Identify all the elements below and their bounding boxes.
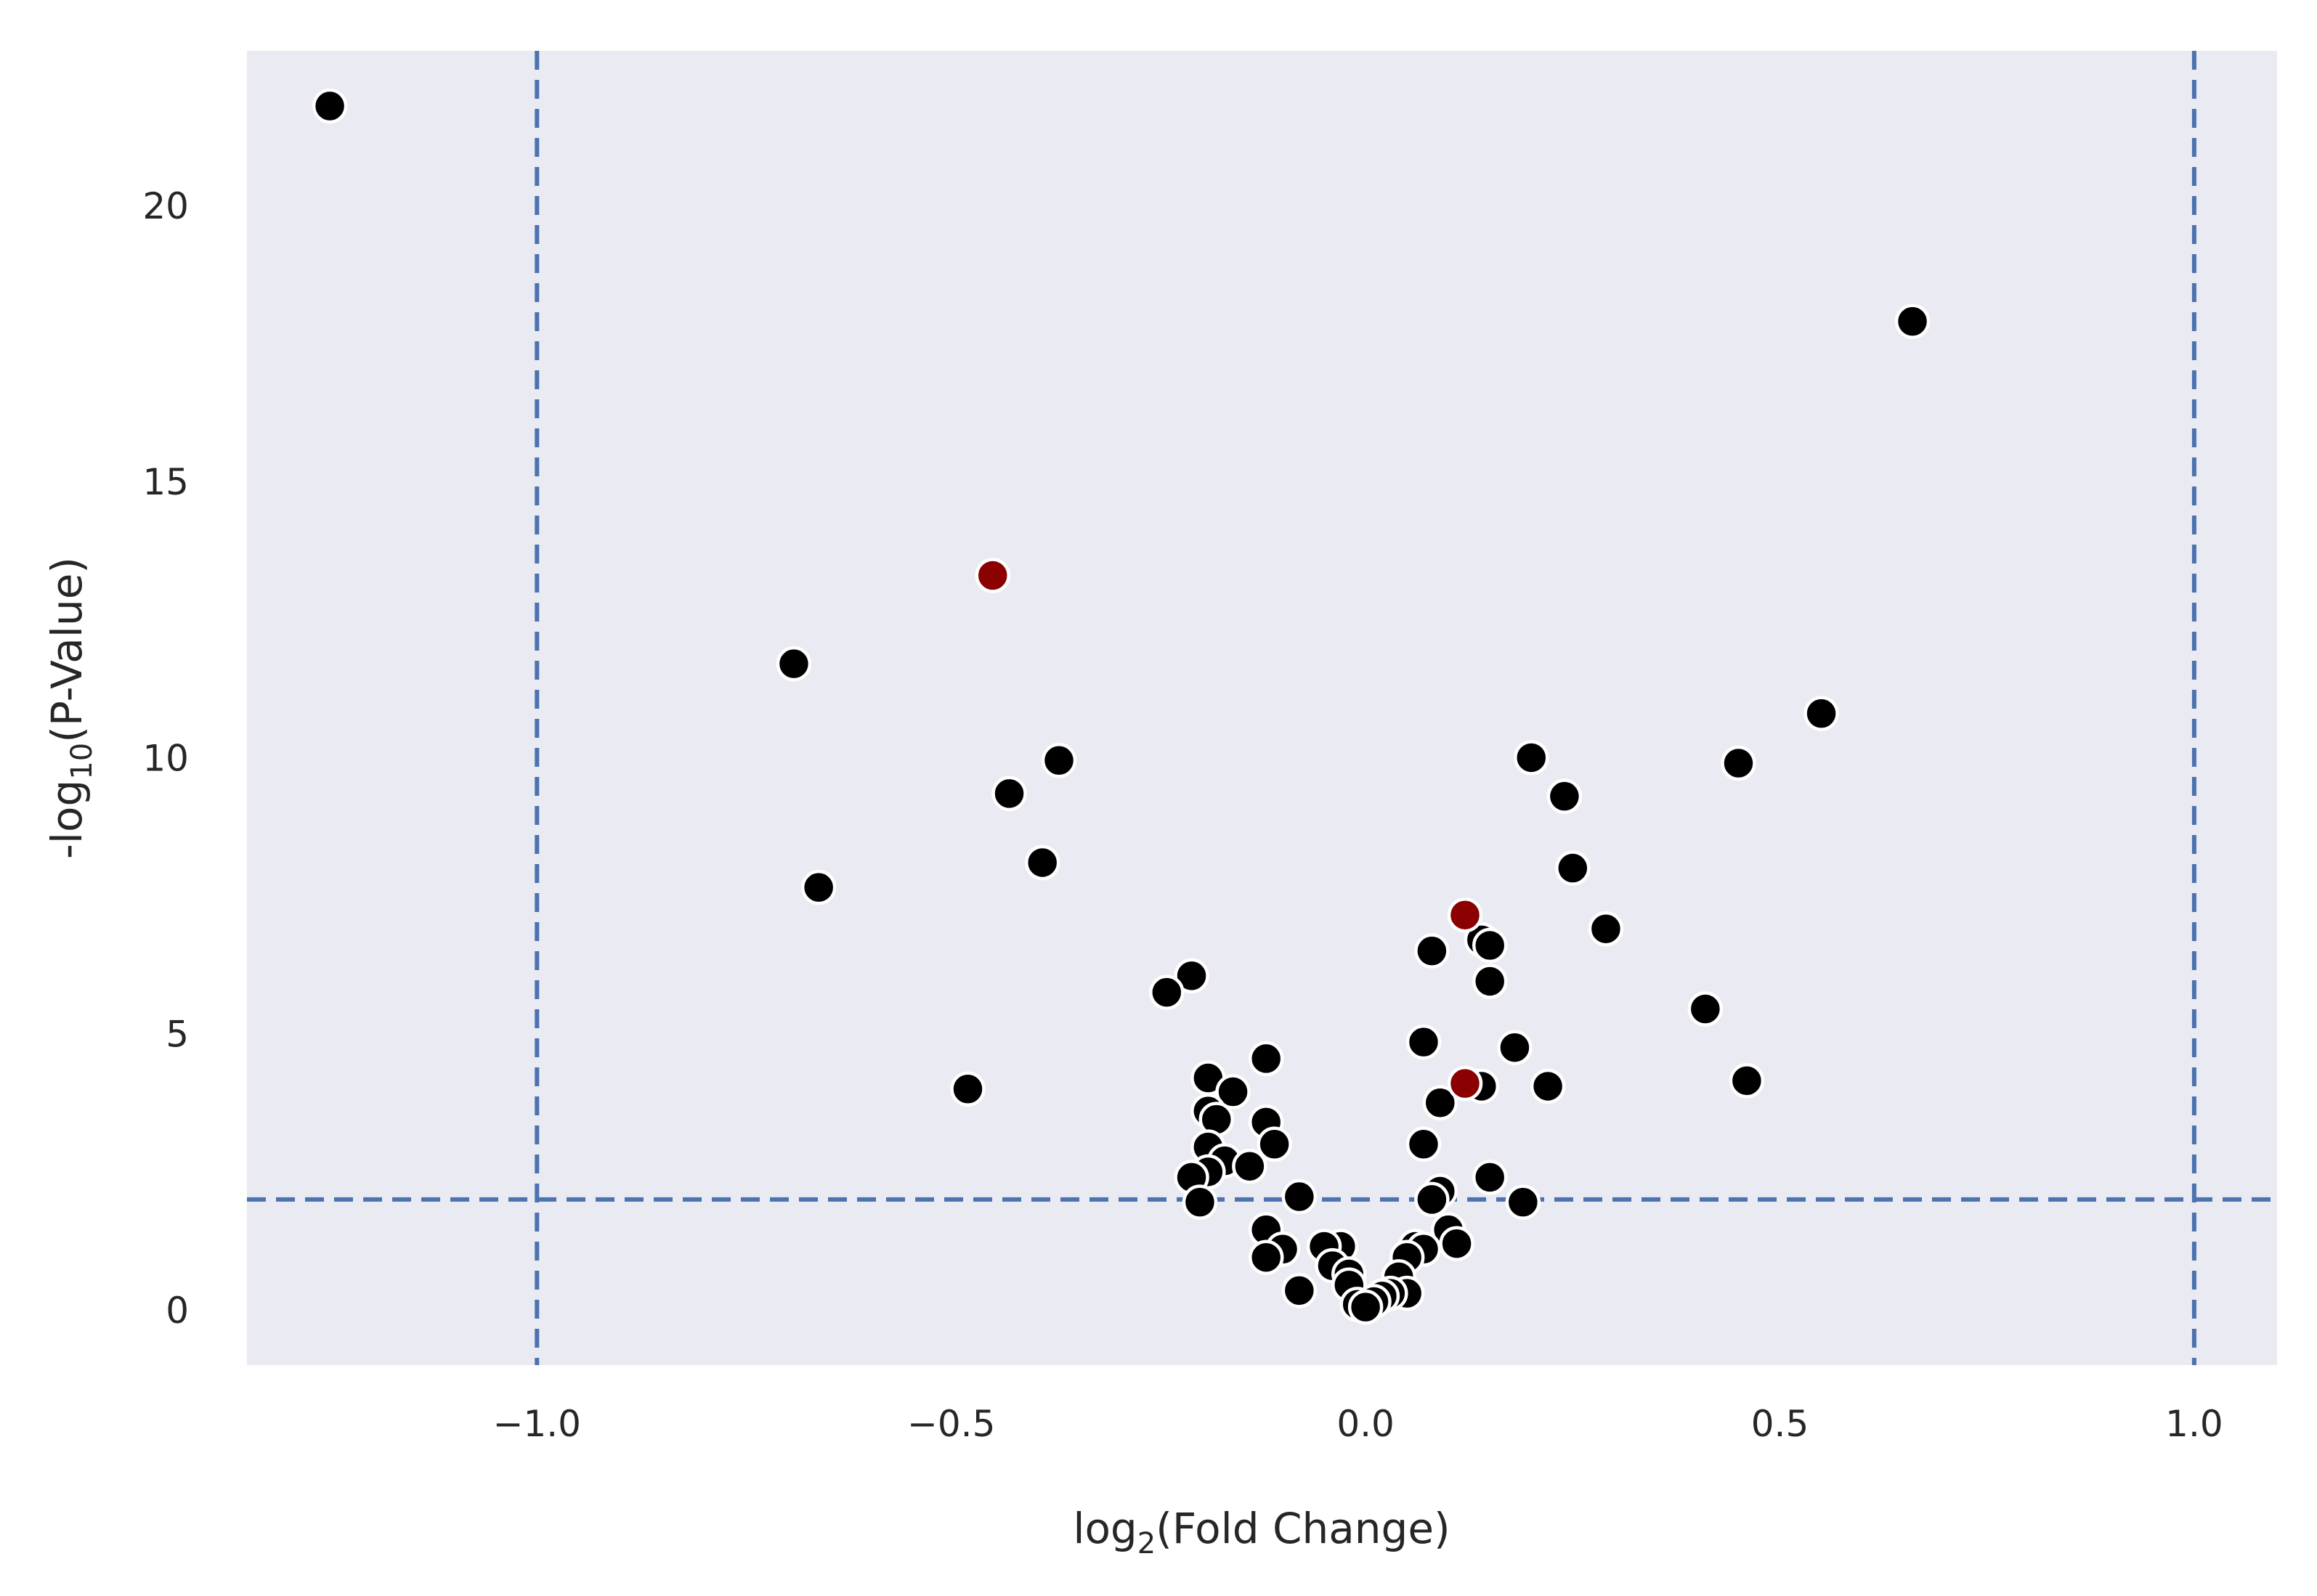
- y-axis-label: -log10(P-Value): [42, 557, 99, 859]
- data-point: [1546, 778, 1583, 814]
- x-tick-label: −1.0: [493, 1403, 581, 1445]
- data-point: [1514, 740, 1549, 775]
- x-axis-label-rest: (Fold Change): [1156, 1504, 1450, 1553]
- x-tick-labels: −1.0 −0.5 0.0 0.5 1.0: [493, 1403, 2223, 1445]
- data-point: [800, 869, 837, 905]
- data-point: [1347, 1289, 1384, 1325]
- data-point: [1687, 991, 1724, 1027]
- data-point: [1248, 1239, 1284, 1275]
- x-axis-label-main: log: [1073, 1504, 1137, 1553]
- data-point: [1894, 304, 1931, 339]
- data-point: [312, 88, 348, 124]
- y-tick-label: 10: [142, 737, 189, 779]
- y-axis-label-main: -log: [42, 780, 92, 859]
- x-tick-label: 1.0: [2165, 1403, 2223, 1445]
- data-point: [1472, 927, 1508, 964]
- data-point: [1447, 897, 1483, 933]
- data-point: [1505, 1184, 1541, 1220]
- data-point: [950, 1071, 986, 1107]
- x-axis-label-subscript: 2: [1137, 1527, 1156, 1560]
- data-point: [1281, 1178, 1318, 1215]
- data-point: [1721, 745, 1756, 781]
- y-axis-label-rest: (P-Value): [42, 557, 92, 743]
- y-tick-label: 5: [166, 1014, 189, 1056]
- data-point: [1414, 933, 1450, 969]
- data-points: [312, 88, 1931, 1325]
- data-point: [1472, 1160, 1508, 1195]
- x-tick-label: −0.5: [907, 1403, 995, 1445]
- y-tick-label: 20: [142, 185, 189, 227]
- threshold-lines: [247, 51, 2277, 1365]
- data-point: [1447, 1065, 1483, 1102]
- data-point: [975, 558, 1010, 593]
- y-tick-label: 0: [166, 1290, 189, 1332]
- data-point: [1530, 1068, 1566, 1104]
- data-point: [1803, 696, 1839, 731]
- data-point: [1497, 1030, 1533, 1065]
- data-point: [1729, 1063, 1765, 1099]
- y-tick-label: 15: [142, 461, 189, 503]
- data-point: [1405, 1024, 1442, 1060]
- data-point: [1555, 850, 1591, 886]
- y-axis-label-subscript: 10: [65, 743, 99, 780]
- x-axis-label: log2(Fold Change): [1073, 1504, 1450, 1560]
- x-tick-label: 0.0: [1336, 1403, 1395, 1445]
- data-point: [1405, 1126, 1442, 1163]
- data-point: [1215, 1074, 1251, 1110]
- data-point: [1281, 1273, 1318, 1308]
- data-point: [1588, 911, 1624, 947]
- data-point: [1414, 1181, 1450, 1218]
- data-point: [1041, 742, 1077, 778]
- y-tick-labels: 0 5 10 15 20: [142, 185, 189, 1332]
- data-point: [776, 646, 812, 682]
- data-point: [1422, 1085, 1458, 1121]
- data-point: [991, 775, 1027, 812]
- data-point: [1257, 1126, 1292, 1163]
- data-point: [1024, 844, 1060, 881]
- data-point: [1472, 964, 1508, 999]
- data-point: [1248, 1041, 1284, 1077]
- data-point: [1174, 958, 1209, 994]
- data-point: [1232, 1148, 1267, 1184]
- data-point: [1439, 1226, 1474, 1261]
- data-point: [1182, 1184, 1218, 1220]
- x-tick-label: 0.5: [1751, 1403, 1809, 1445]
- data-point: [1149, 974, 1185, 1010]
